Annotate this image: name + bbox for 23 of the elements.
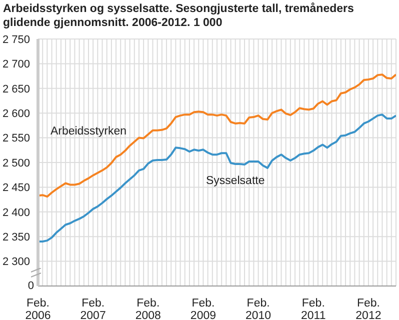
x-tick-label: Feb. 2006 [25,297,51,320]
text: 0 [26,280,34,292]
series-label: Arbeidsstyrken [50,125,127,138]
line-series [38,74,396,198]
x-tick-label: Feb. 2010 [246,297,272,320]
x-tick-label: Feb. 2012 [356,297,382,320]
x-tick-label: Feb. 2007 [80,297,106,320]
y-tick-label: 2 650 [2,83,30,96]
series-label: Sysselsatte [206,174,265,187]
x-tick-label: Feb. 2009 [190,297,216,320]
y-tick-label: 2 300 [2,256,30,268]
y-tick-label: 2 550 [2,132,30,145]
y-tick-label: 2 350 [2,232,30,244]
line-series [38,114,396,243]
x-tick-label: Feb. 2008 [135,297,161,320]
x-tick-label: Feb. 2011 [301,297,326,320]
y-tick-label: 2 400 [2,206,30,219]
y-tick-label: 2 600 [2,108,30,120]
chart-title: Arbeidsstyrken og sysselsatte. Sesongjusterte tall, tremåneders glidende gjennomsnitt. 2006-2012. 1 000 [3,2,355,30]
y-tick-label: 2 500 [2,157,30,170]
y-tick-label: 2 450 [2,182,30,194]
y-tick-label: 2 750 [2,34,30,46]
y-tick-label: 2 700 [2,58,30,71]
